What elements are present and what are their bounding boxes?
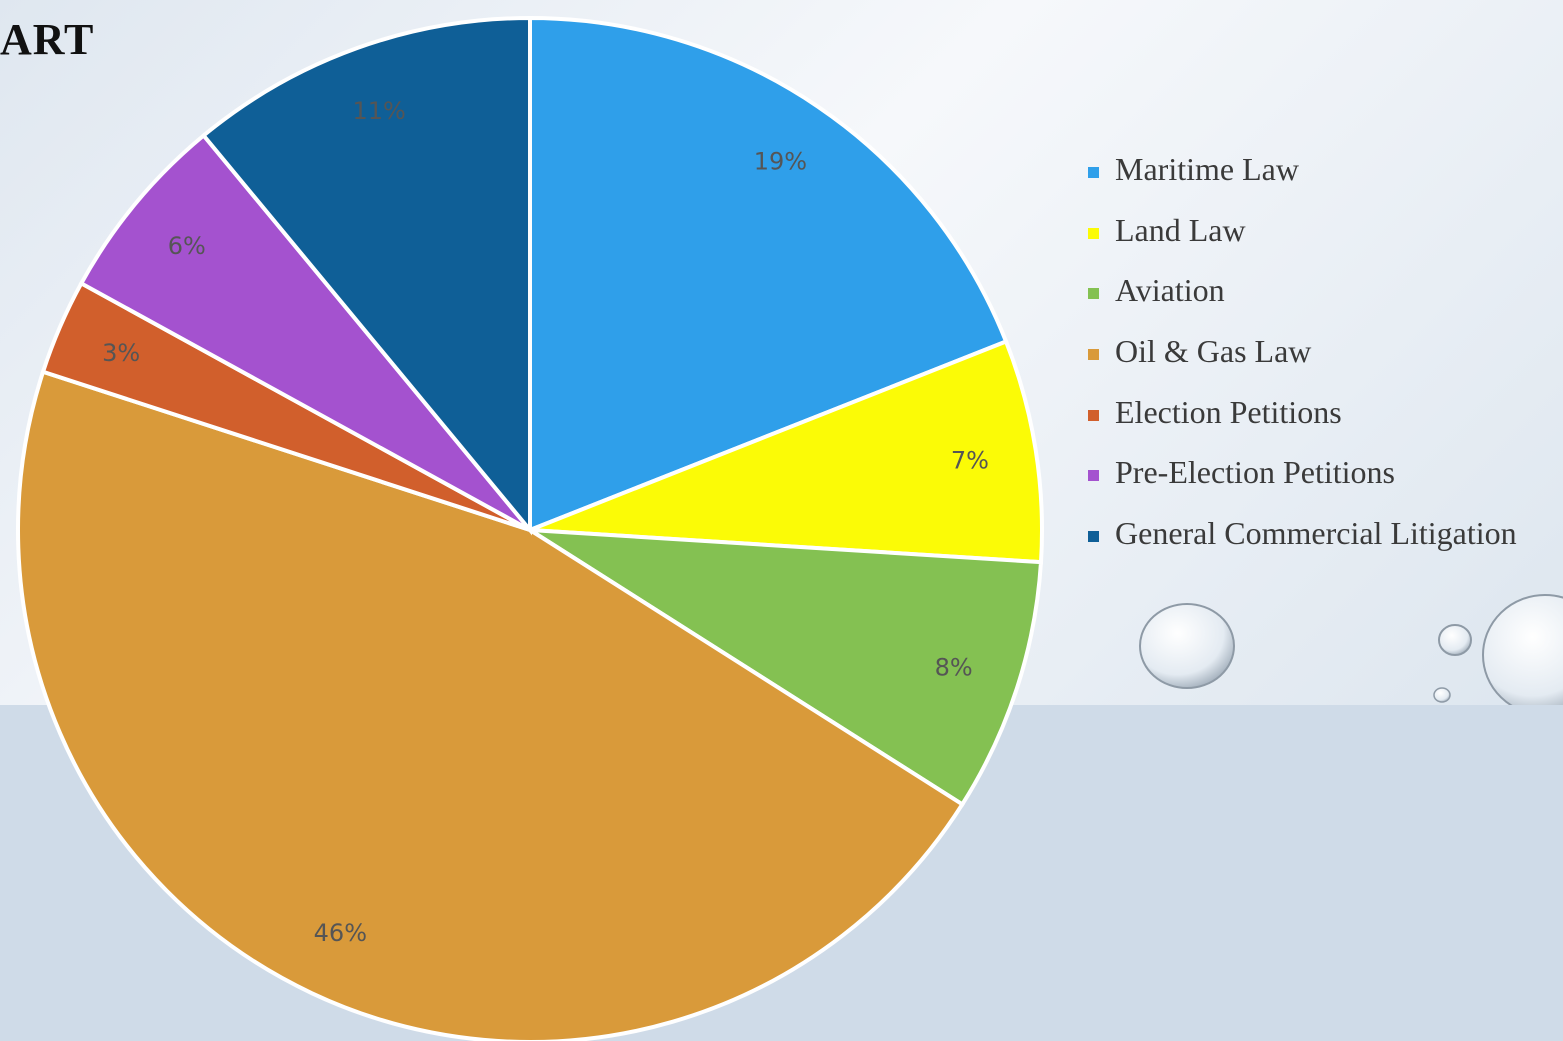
pie-slice-1 xyxy=(529,338,1044,565)
legend-label: Pre-Election Petitions xyxy=(1115,454,1395,491)
slice-label-6: 11% xyxy=(352,97,405,125)
pie-slice-5 xyxy=(78,132,532,532)
legend-swatch xyxy=(1088,470,1099,482)
legend-label: General Commercial Litigation xyxy=(1115,515,1517,552)
pie-slice-6 xyxy=(200,15,532,536)
slice-label-3: 46% xyxy=(314,919,367,947)
slice-label-5: 6% xyxy=(168,232,206,260)
legend-label: Maritime Law xyxy=(1115,151,1299,187)
legend-label: Oil & Gas Law xyxy=(1115,333,1312,370)
legend-swatch xyxy=(1088,349,1099,361)
slice-label-0: 19% xyxy=(754,148,807,176)
slice-label-2: 8% xyxy=(935,654,973,682)
legend-swatch xyxy=(1088,409,1099,421)
legend-label: Election Petitions xyxy=(1115,393,1342,430)
legend-swatch xyxy=(1088,531,1099,543)
legend-label: Land Law xyxy=(1115,211,1246,248)
pie-slice-2 xyxy=(528,528,1044,808)
slice-label-1: 7% xyxy=(951,446,989,474)
legend-label: Aviation xyxy=(1115,272,1225,309)
pie-slice-0 xyxy=(528,15,1009,533)
legend-swatch xyxy=(1088,227,1099,239)
legend-swatch xyxy=(1088,167,1099,178)
slice-label-4: 3% xyxy=(102,339,140,367)
legend-swatch xyxy=(1088,288,1099,300)
pie-slice-3 xyxy=(16,369,966,1041)
slide-title: ART xyxy=(0,15,95,64)
